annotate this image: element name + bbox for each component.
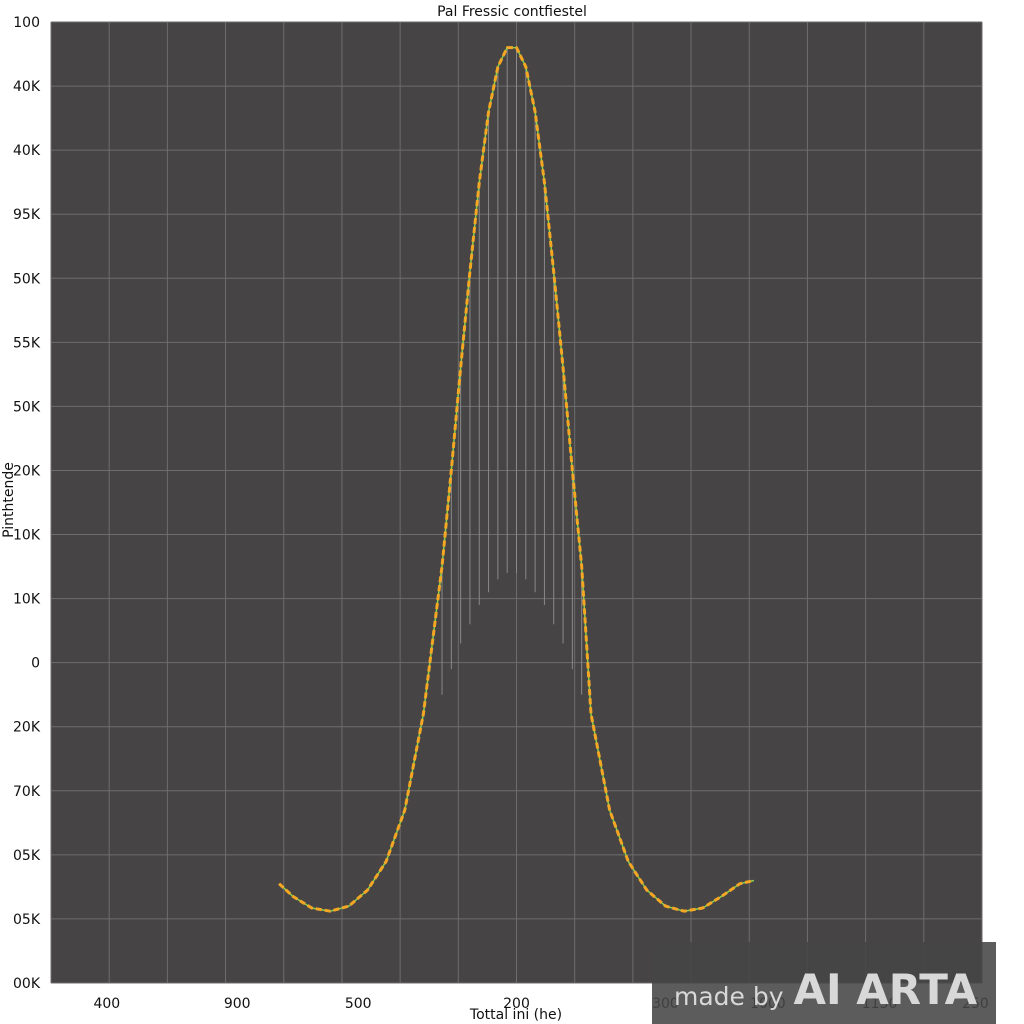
x-axis-label: Tottal ini (he)	[469, 1007, 562, 1023]
y-tick-label: 55K	[13, 335, 41, 351]
area-fill-lines	[441, 47, 592, 714]
y-tick-label: 00K	[13, 976, 41, 992]
x-tick-label: 200	[503, 996, 530, 1012]
y-tick-label: 10K	[13, 528, 41, 544]
series-line	[278, 46, 755, 913]
y-tick-label: 50K	[13, 399, 41, 415]
watermark: made by AI ARTA	[652, 942, 996, 1024]
x-tick-label: 500	[345, 996, 372, 1012]
y-tick-label: 20K	[13, 720, 41, 736]
y-tick-label: 100	[13, 15, 40, 31]
chart-title: Pal Fressic contfiestel	[437, 4, 587, 20]
y-tick-label: 70K	[13, 784, 41, 800]
y-axis-ticks: 100 40K 40K 95K 50K 55K 50K 20K 10K 10K 0 20K 70K 05K…	[13, 15, 41, 992]
y-tick-label: 95K	[13, 207, 41, 223]
y-tick-label: 20K	[13, 463, 41, 479]
y-tick-label: 10K	[13, 592, 41, 608]
series-group	[278, 46, 755, 913]
y-tick-label: 0	[31, 656, 40, 672]
y-tick-label: 05K	[13, 912, 41, 928]
y-tick-label: 05K	[13, 848, 41, 864]
x-tick-label: 400	[93, 996, 120, 1012]
y-tick-label: 40K	[13, 79, 41, 95]
watermark-prefix: made by	[674, 982, 784, 1011]
y-axis-label: Pinthtende	[1, 462, 17, 538]
y-tick-label: 50K	[13, 271, 41, 287]
watermark-brand: AI ARTA	[793, 965, 978, 1014]
x-tick-label: 900	[224, 996, 251, 1012]
y-tick-label: 40K	[13, 143, 41, 159]
